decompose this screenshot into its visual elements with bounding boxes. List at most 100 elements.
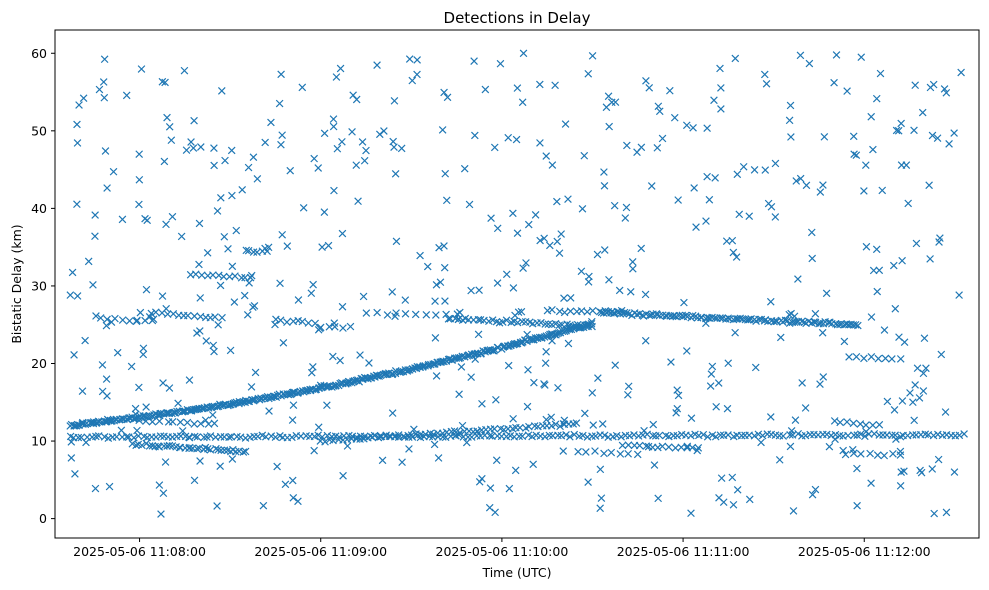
data-point — [689, 123, 697, 132]
data-point — [728, 473, 737, 482]
data-point — [874, 354, 883, 363]
data-point — [857, 53, 866, 62]
data-point — [333, 144, 342, 153]
data-point — [581, 409, 589, 418]
data-point — [356, 351, 364, 359]
data-point — [512, 135, 521, 144]
data-point — [561, 120, 570, 128]
y-tick-label: 40 — [31, 201, 47, 216]
data-point — [911, 81, 920, 90]
data-point — [596, 465, 605, 474]
data-point — [928, 131, 937, 140]
x-tick-label: 2025-05-06 11:10:00 — [436, 544, 569, 559]
data-point — [131, 410, 140, 419]
data-point — [209, 341, 218, 350]
data-point — [105, 482, 114, 491]
data-point — [516, 423, 524, 432]
data-point — [261, 244, 269, 253]
data-point — [581, 322, 590, 330]
data-point — [703, 124, 711, 133]
data-point — [754, 430, 763, 439]
y-axis-label: Bistatic Delay (km) — [9, 224, 24, 343]
data-point — [808, 490, 817, 499]
data-point — [607, 448, 616, 457]
data-point — [127, 362, 136, 371]
data-point — [183, 418, 192, 427]
data-point — [672, 409, 680, 417]
data-point — [764, 199, 773, 208]
data-point — [850, 431, 858, 440]
data-point — [216, 462, 225, 471]
data-point — [240, 291, 249, 300]
data-point — [401, 309, 410, 318]
data-point — [247, 383, 256, 391]
data-point — [96, 314, 105, 322]
data-point — [359, 292, 368, 301]
data-point — [142, 403, 150, 411]
data-point — [898, 256, 906, 265]
data-point — [633, 148, 641, 157]
data-point — [687, 509, 695, 518]
data-point — [555, 321, 564, 329]
data-point — [878, 186, 887, 195]
data-point — [169, 310, 178, 318]
data-point — [649, 420, 658, 429]
data-point — [889, 449, 897, 458]
data-point — [118, 316, 127, 324]
data-point — [306, 386, 315, 395]
data-point — [626, 287, 635, 296]
data-point — [895, 333, 903, 341]
data-point — [196, 419, 205, 428]
data-point — [536, 139, 544, 147]
data-point — [228, 262, 237, 271]
data-point — [281, 480, 290, 489]
data-point — [562, 431, 570, 439]
data-point — [201, 416, 210, 425]
data-point — [900, 467, 908, 476]
data-point — [510, 340, 519, 348]
data-point — [470, 57, 478, 65]
data-point — [513, 318, 522, 327]
data-point — [761, 166, 770, 174]
data-point — [335, 433, 343, 441]
data-point — [286, 166, 295, 175]
data-point — [787, 133, 795, 141]
data-point — [511, 311, 519, 320]
data-point — [210, 144, 218, 152]
data-point — [162, 220, 170, 229]
data-point — [478, 474, 486, 483]
data-point — [113, 348, 122, 357]
data-point — [830, 78, 838, 87]
data-point — [197, 143, 205, 151]
data-point — [429, 360, 437, 368]
data-point — [137, 65, 146, 73]
data-point — [509, 414, 517, 423]
data-point — [475, 286, 483, 295]
data-point — [873, 287, 882, 296]
data-point — [705, 314, 714, 322]
data-point — [611, 98, 620, 106]
data-point — [617, 306, 626, 315]
data-point — [174, 399, 182, 408]
data-point — [413, 56, 421, 64]
data-point — [802, 181, 811, 190]
data-point — [245, 279, 253, 287]
data-point — [373, 308, 381, 317]
data-point — [102, 321, 111, 330]
data-point — [860, 187, 868, 195]
data-point — [329, 115, 338, 123]
data-point — [781, 316, 790, 325]
data-point — [922, 364, 930, 373]
data-point — [598, 420, 607, 428]
data-point — [158, 292, 167, 300]
data-point — [242, 246, 251, 255]
data-point — [909, 398, 917, 407]
data-point — [771, 159, 780, 168]
data-point — [218, 313, 226, 322]
data-point — [889, 261, 898, 270]
data-point — [555, 249, 564, 257]
data-point — [70, 351, 78, 359]
data-point — [955, 291, 963, 299]
